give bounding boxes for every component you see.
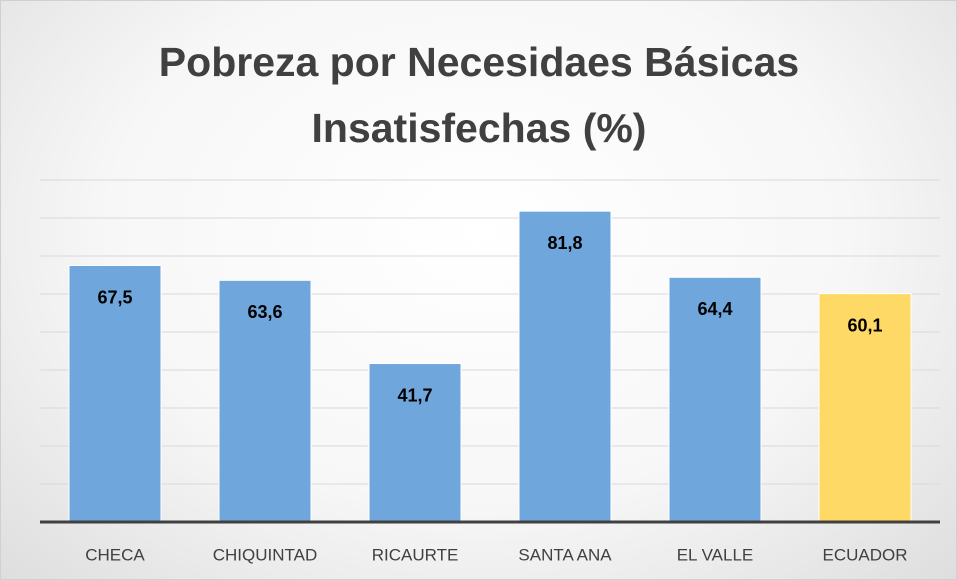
chart-title: Pobreza por Necesidaes Básicas Insatisfe… — [158, 39, 800, 151]
x-tick-label: EL VALLE — [677, 545, 754, 564]
data-label: 60,1 — [847, 315, 882, 335]
x-tick-label: ECUADOR — [822, 545, 907, 564]
bar — [668, 276, 762, 523]
data-label: 81,8 — [547, 233, 582, 253]
bar — [818, 293, 912, 523]
data-label: 63,6 — [247, 302, 282, 322]
x-tick-label: RICAURTE — [372, 545, 459, 564]
data-label: 41,7 — [397, 385, 432, 405]
bar — [518, 210, 612, 523]
x-tick-label: SANTA ANA — [518, 545, 612, 564]
x-tick-label: CHECA — [85, 545, 145, 564]
bar — [68, 265, 162, 523]
data-label: 67,5 — [97, 287, 132, 307]
x-tick-label: CHIQUINTAD — [213, 545, 318, 564]
data-label: 64,4 — [697, 299, 732, 319]
